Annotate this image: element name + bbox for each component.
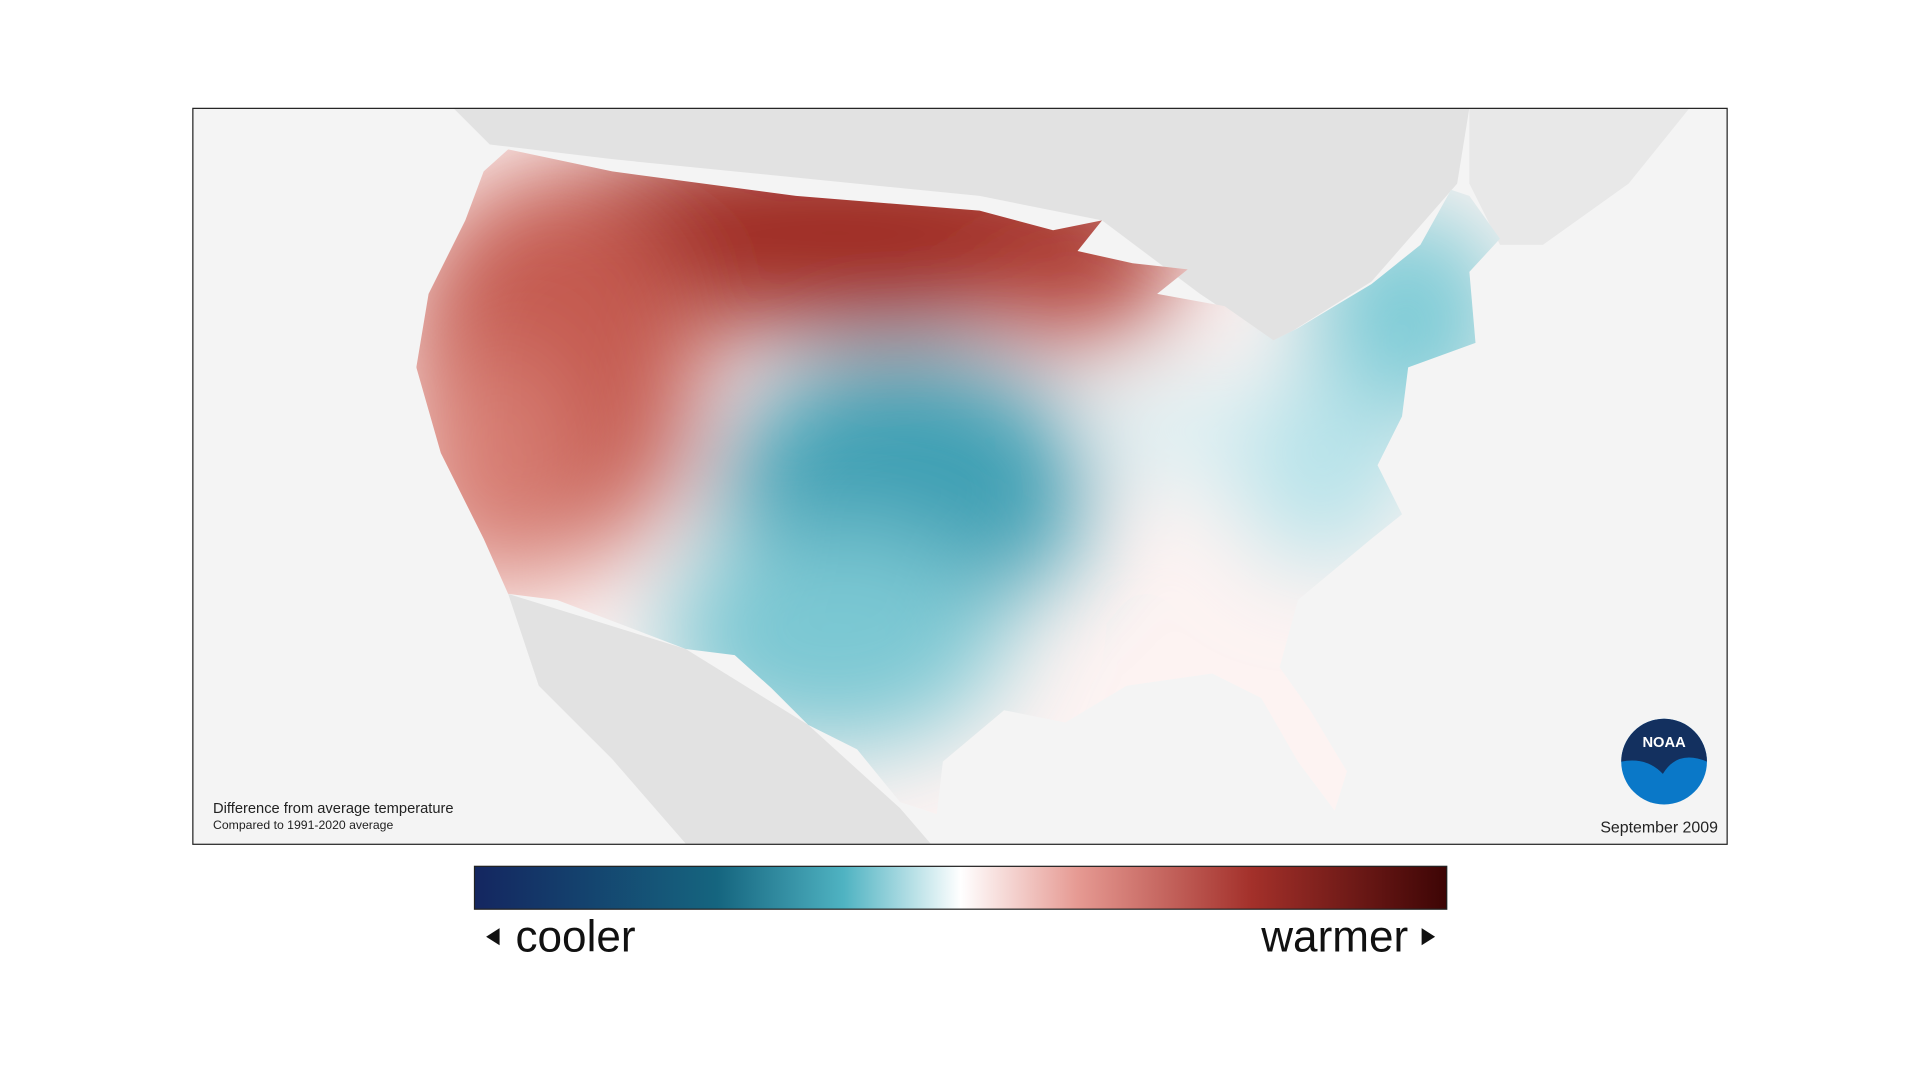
caption-title: Difference from average temperature: [213, 801, 454, 817]
map-frame: [192, 107, 1728, 845]
arrow-right: [1421, 928, 1436, 946]
caption-subtitle: Compared to 1991-2020 average: [213, 818, 393, 832]
mexico: [508, 593, 931, 844]
arrow-left: [486, 928, 500, 946]
logo-text: NOAA: [1642, 735, 1686, 751]
color-scale: [473, 865, 1448, 910]
canada-east: [1469, 107, 1690, 245]
legend-high: warmer: [1260, 912, 1408, 961]
legend-low: cooler: [516, 912, 636, 961]
canada: [453, 107, 1470, 343]
map-area: Difference from average temperature Comp…: [192, 107, 1727, 844]
date-label: September 2009: [1600, 820, 1718, 837]
logo-top: [1621, 718, 1707, 774]
